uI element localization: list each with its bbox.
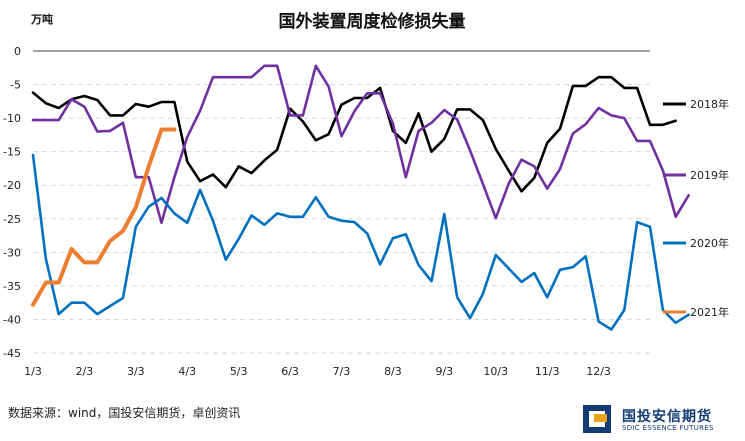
y-axis: 0 -5 -10 -15 -20 -25 -30 -35 -40 -45 xyxy=(3,45,21,360)
series-line-2020 xyxy=(31,153,690,331)
y-axis-unit-label: 万吨 xyxy=(30,12,53,26)
series-line-2019 xyxy=(31,64,690,225)
logo-name-cn: 国投安信期货 xyxy=(622,409,712,425)
legend-label: 2020年 xyxy=(690,236,729,250)
y-tick-label: -5 xyxy=(10,79,21,92)
y-tick-label: -40 xyxy=(3,313,21,326)
y-tick-label: -35 xyxy=(3,280,21,293)
y-tick-label: -15 xyxy=(3,146,21,159)
legend-label: 2019年 xyxy=(690,168,729,182)
y-tick-label: -20 xyxy=(3,179,21,192)
legend: 2018年 2019年 2020年 2021年 xyxy=(663,97,729,319)
line-chart: 国外装置周度检修损失量 万吨 0 -5 -10 -15 -20 -25 -30 -35 -40 -… xyxy=(3,11,729,378)
x-axis: 1/3 2/3 3/3 4/3 5/3 6/3 7/3 8/3 9/3 10/3 11/3 12/3 xyxy=(24,50,650,378)
chart-title: 国外装置周度检修损失量 xyxy=(279,11,466,32)
x-tick-label: 11/3 xyxy=(535,365,560,378)
y-tick-label: -45 xyxy=(3,347,21,360)
series-lines xyxy=(31,64,690,331)
x-tick-label: 8/3 xyxy=(384,365,402,378)
logo-mark-icon xyxy=(583,405,611,433)
x-tick-label: 6/3 xyxy=(281,365,299,378)
x-tick-label: 10/3 xyxy=(483,365,508,378)
legend-label: 2018年 xyxy=(690,97,729,111)
y-tick-label: -30 xyxy=(3,246,21,259)
y-tick-label: 0 xyxy=(14,45,21,58)
x-tick-label: 12/3 xyxy=(586,365,611,378)
gridlines xyxy=(33,84,650,354)
y-tick-label: -25 xyxy=(3,213,21,226)
data-source-note: 数据来源：wind，国投安信期货，卓创资讯 xyxy=(8,406,241,420)
legend-label: 2021年 xyxy=(690,305,729,319)
x-tick-label: 2/3 xyxy=(76,365,94,378)
x-tick-label: 9/3 xyxy=(435,365,453,378)
x-tick-label: 3/3 xyxy=(127,365,145,378)
x-tick-label: 4/3 xyxy=(178,365,196,378)
logo-name-en: SDIC ESSENCE FUTURES xyxy=(622,424,714,432)
x-tick-label: 5/3 xyxy=(230,365,248,378)
x-tick-label: 1/3 xyxy=(24,365,42,378)
company-logo: 国投安信期货 SDIC ESSENCE FUTURES xyxy=(582,404,742,436)
series-line-2018 xyxy=(31,75,678,193)
series-line-2021 xyxy=(31,127,177,307)
y-tick-label: -10 xyxy=(3,112,21,125)
x-tick-label: 7/3 xyxy=(333,365,351,378)
